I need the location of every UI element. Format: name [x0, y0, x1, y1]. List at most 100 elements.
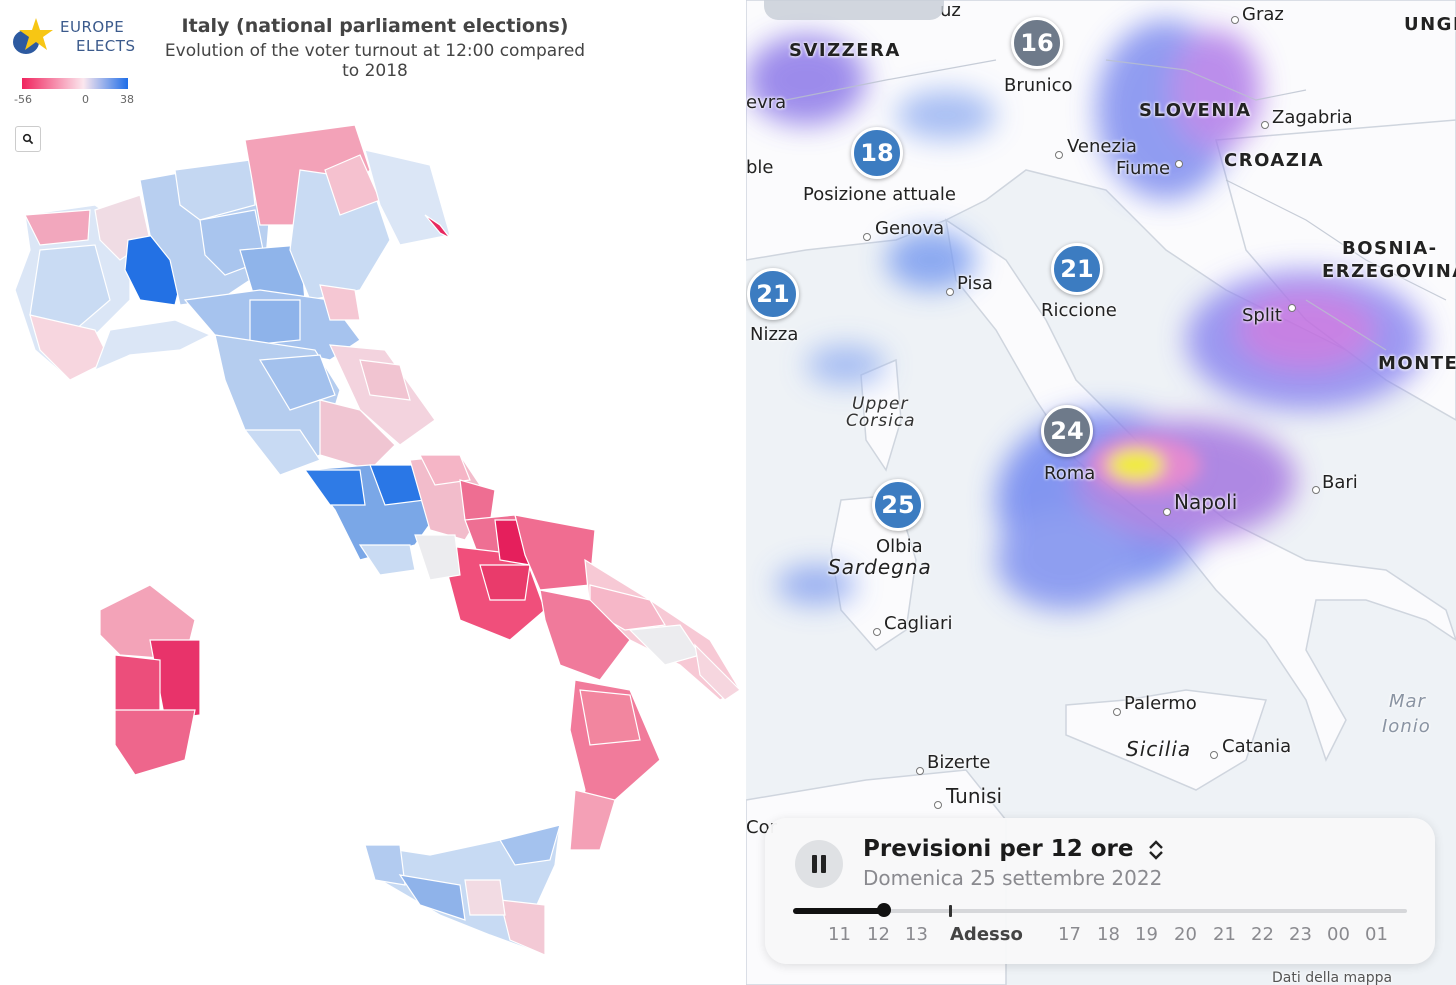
temperature-badge-olbia[interactable]: 25 [872, 479, 924, 531]
city-genova: Genova [875, 218, 945, 239]
label-montenegro: MONTE [1378, 353, 1456, 374]
forecast-panel: Previsioni per 12 ore Domenica 25 settem… [765, 818, 1435, 964]
map-data-link[interactable]: Dati della mappa [1272, 970, 1393, 985]
map-title: Italy (national parliament elections) [181, 15, 569, 37]
logo-elects: ELECTS [76, 37, 136, 55]
temperature-badge-current-position[interactable]: 18 [851, 127, 903, 179]
magnifier-icon [22, 133, 34, 145]
timeline-tick: 11 [828, 924, 851, 945]
temperature-badge-nizza[interactable]: 21 [747, 268, 799, 320]
label-croazia: CROAZIA [1224, 150, 1324, 171]
pause-icon [812, 855, 826, 873]
city-olbia: Olbia [876, 536, 923, 557]
city-dot [916, 767, 924, 775]
city-nizza: Nizza [750, 324, 799, 345]
city-dot [1261, 121, 1269, 129]
timeline-tick: 20 [1174, 924, 1197, 945]
timeline-tick: 17 [1058, 924, 1081, 945]
province-bologna [249, 299, 301, 346]
label-bosnia-1: BOSNIA- [1342, 238, 1438, 259]
province-reggio [569, 789, 616, 851]
italy-provinces-map [14, 124, 741, 957]
province-teramo [419, 454, 471, 486]
city-graz: Graz [1242, 4, 1284, 25]
forecast-title-selector[interactable]: Previsioni per 12 ore [863, 836, 1164, 862]
city-cagliari: Cagliari [884, 613, 953, 634]
temperature-badge-roma[interactable]: 24 [1041, 405, 1093, 457]
label-svizzera: SVIZZERA [789, 40, 901, 61]
timeline-tick-now[interactable]: Adesso [950, 924, 1023, 945]
land-corsica [860, 358, 902, 472]
timeline-tick: 18 [1097, 924, 1120, 945]
province-torino [29, 244, 111, 331]
label-ungheria: UNGH [1404, 14, 1456, 35]
temperature-badge-riccione[interactable]: 21 [1051, 243, 1103, 295]
city-palermo: Palermo [1124, 693, 1197, 714]
province-sondrio [174, 159, 256, 221]
city-zagabria: Zagabria [1272, 107, 1353, 128]
province-aosta [24, 209, 91, 246]
timeline-tick: 21 [1213, 924, 1236, 945]
search-button[interactable] [15, 126, 41, 152]
city-dot [1175, 160, 1183, 168]
logo-europe: EUROPE [60, 18, 125, 36]
timeline-tick: 12 [867, 924, 890, 945]
label-posizione-attuale: Posizione attuale [803, 184, 956, 205]
map-subtitle: Evolution of the voter turnout at 12:00 … [164, 41, 586, 81]
city-bizerte: Bizerte [927, 752, 991, 773]
timeline-handle[interactable] [877, 903, 891, 917]
legend-mid: 0 [82, 93, 89, 106]
province-foggia [514, 514, 596, 591]
label-ionio: Ionio [1382, 716, 1431, 737]
province-cagliari [114, 709, 196, 776]
label-bosnia-2: ERZEGOVINA [1322, 261, 1456, 282]
timeline-track[interactable] [793, 909, 1407, 913]
province-ancona [359, 359, 411, 401]
province-messina [499, 824, 561, 866]
city-catania: Catania [1222, 736, 1292, 757]
legend-max: 38 [120, 93, 134, 106]
now-marker [949, 905, 952, 917]
label-upper-corsica-1: Upper [852, 394, 909, 414]
city-dot [1231, 16, 1239, 24]
timeline-tick: 19 [1135, 924, 1158, 945]
city-grenoble-partial: ble [746, 157, 774, 178]
label-upper-corsica-2: Corsica [846, 411, 916, 431]
city-tunisi: Tunisi [946, 784, 1003, 808]
city-dot [934, 801, 942, 809]
city-partial-top: uz [940, 0, 961, 21]
city-brunico: Brunico [1004, 75, 1073, 96]
province-lecce [694, 643, 741, 701]
legend-gradient [22, 78, 128, 89]
forecast-date: Domenica 25 settembre 2022 [863, 866, 1163, 890]
city-dot [1312, 486, 1320, 494]
province-trieste [424, 214, 451, 239]
timeline-progress [793, 908, 885, 914]
city-dot [873, 628, 881, 636]
region-umbria [319, 399, 396, 471]
city-dot [1163, 508, 1171, 516]
region-liguria [93, 319, 212, 372]
pause-button[interactable] [795, 840, 843, 888]
province-siracusa [499, 899, 546, 956]
top-search-bar[interactable] [764, 0, 944, 20]
europe-elects-logo [13, 18, 53, 54]
city-split: Split [1242, 305, 1282, 326]
city-dot [1210, 751, 1218, 759]
city-napoli: Napoli [1174, 490, 1238, 514]
city-dot [1055, 151, 1063, 159]
city-dot [863, 233, 871, 241]
province-firenze [258, 354, 336, 411]
city-venezia: Venezia [1067, 136, 1137, 157]
city-dot [1113, 708, 1121, 716]
province-cosenza [579, 689, 641, 746]
label-slovenia: SLOVENIA [1139, 100, 1252, 121]
province-grosseto [243, 429, 321, 476]
city-fiume: Fiume [1116, 158, 1171, 179]
label-sicilia: Sicilia [1126, 737, 1192, 761]
temperature-badge-brunico[interactable]: 16 [1011, 17, 1063, 69]
turnout-map-panel: EUROPE ELECTS Italy (national parliament… [13, 15, 741, 957]
region-basilicata [539, 589, 631, 681]
timeline-tick: 13 [905, 924, 928, 945]
city-dot [946, 288, 954, 296]
